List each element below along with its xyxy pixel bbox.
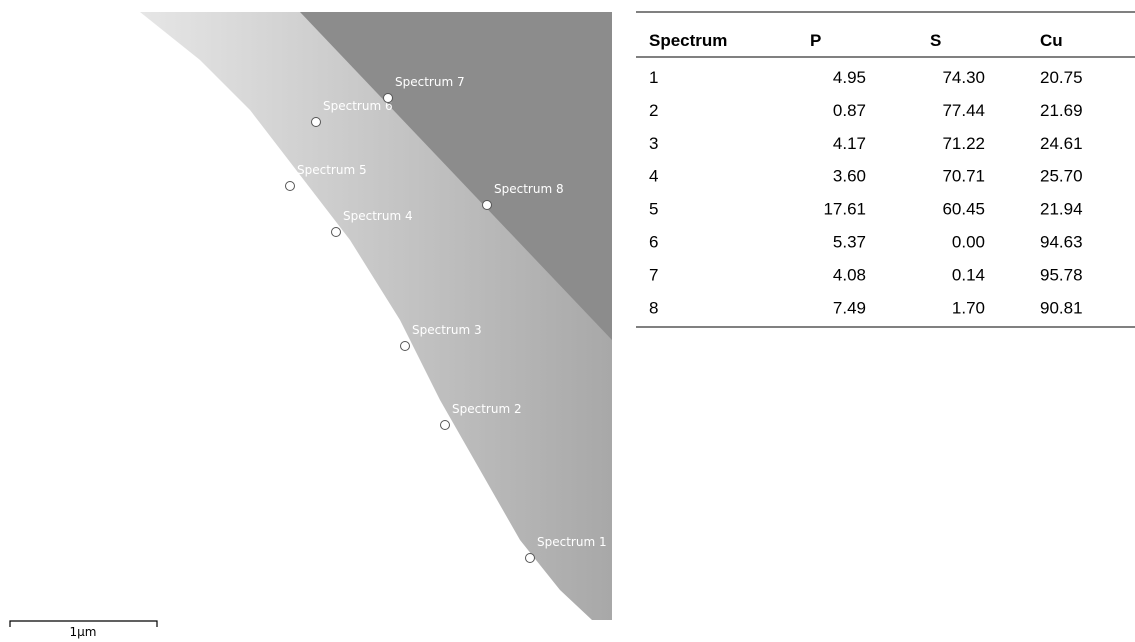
table-cell: 71.22 bbox=[942, 134, 985, 153]
table-cell: 4.08 bbox=[833, 265, 866, 284]
table-cell: 0.00 bbox=[952, 233, 985, 252]
figure: Spectrum 1 Spectrum 2 Spectrum 3 Spectrum 4… bbox=[0, 0, 1135, 642]
spectrum-label: Spectrum 7 bbox=[395, 75, 465, 89]
table-cell: 4.17 bbox=[833, 134, 866, 153]
table-cell: 1.70 bbox=[952, 298, 985, 317]
table-cell: 95.78 bbox=[1040, 265, 1083, 284]
spectrum-label: Spectrum 8 bbox=[494, 182, 564, 196]
table-cell: 21.69 bbox=[1040, 101, 1083, 120]
table-cell: 77.44 bbox=[942, 101, 985, 120]
scale-label: 1μm bbox=[70, 625, 97, 639]
table-cell: 4.95 bbox=[833, 68, 866, 87]
table-cell: 20.75 bbox=[1040, 68, 1083, 87]
table-cell: 3 bbox=[649, 134, 658, 153]
spectrum-point bbox=[286, 182, 295, 191]
table-cell: 8 bbox=[649, 298, 658, 317]
table-cell: 0.87 bbox=[833, 101, 866, 120]
table-cell: 3.60 bbox=[833, 167, 866, 186]
table-cell: 5.37 bbox=[833, 233, 866, 252]
spectrum-point bbox=[332, 228, 341, 237]
table-cell: 6 bbox=[649, 233, 658, 252]
spectrum-label: Spectrum 5 bbox=[297, 163, 367, 177]
table-header: Spectrum bbox=[649, 31, 727, 50]
table-cell: 70.71 bbox=[942, 167, 985, 186]
spectrum-point bbox=[384, 94, 393, 103]
table-cell: 94.63 bbox=[1040, 233, 1083, 252]
table-cell: 24.61 bbox=[1040, 134, 1083, 153]
table-cell: 7 bbox=[649, 265, 658, 284]
table-cell: 74.30 bbox=[942, 68, 985, 87]
scale-bar: 1μm bbox=[10, 621, 157, 639]
spectrum-label: Spectrum 2 bbox=[452, 402, 522, 416]
table-cell: 0.14 bbox=[952, 265, 985, 284]
table-header: S bbox=[930, 31, 941, 50]
data-table: Spectrum P S Cu 1 4.95 74.30 20.75 2 0.87 77.44 21.… bbox=[636, 12, 1135, 327]
table-cell: 21.94 bbox=[1040, 200, 1083, 219]
spectrum-label: Spectrum 4 bbox=[343, 209, 413, 223]
spectrum-point bbox=[526, 554, 535, 563]
table-cell: 2 bbox=[649, 101, 658, 120]
spectrum-point bbox=[312, 118, 321, 127]
table-cell: 7.49 bbox=[833, 298, 866, 317]
table-header: Cu bbox=[1040, 31, 1063, 50]
table-cell: 4 bbox=[649, 167, 658, 186]
table-cell: 60.45 bbox=[942, 200, 985, 219]
spectrum-label: Spectrum 3 bbox=[412, 323, 482, 337]
spectrum-point bbox=[401, 342, 410, 351]
table-cell: 17.61 bbox=[823, 200, 866, 219]
spectrum-label: Spectrum 1 bbox=[537, 535, 607, 549]
table-header: P bbox=[810, 31, 821, 50]
spectrum-label: Spectrum 6 bbox=[323, 99, 393, 113]
table-cell: 5 bbox=[649, 200, 658, 219]
table-cell: 1 bbox=[649, 68, 658, 87]
table-cell: 25.70 bbox=[1040, 167, 1083, 186]
spectrum-point bbox=[441, 421, 450, 430]
table-cell: 90.81 bbox=[1040, 298, 1083, 317]
spectrum-point bbox=[483, 201, 492, 210]
